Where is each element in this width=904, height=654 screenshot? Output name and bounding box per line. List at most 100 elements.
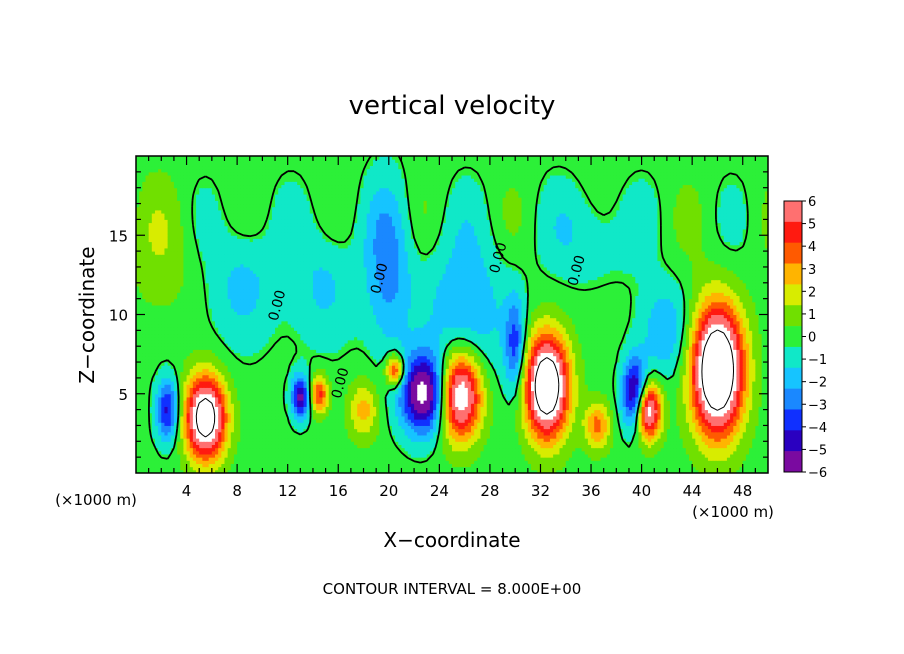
heatmap-cell [357,415,361,420]
heatmap-cell [673,438,677,442]
heatmap-cell [211,460,216,464]
heatmap-cell [572,438,576,442]
heatmap-cell [679,450,684,455]
heatmap-cell [730,460,734,464]
heatmap-cell [167,441,172,445]
heatmap-cell [379,438,383,442]
heatmap-cell [366,450,371,455]
heatmap-cell [205,463,210,468]
heatmap-cell [224,469,229,474]
heatmap-cell [682,396,687,401]
heatmap-cell [199,460,203,464]
heatmap-cell [736,447,741,452]
heatmap-cell [556,415,560,420]
heatmap-cell [730,422,734,426]
heatmap-cell [657,406,662,411]
heatmap-cell [373,412,377,417]
heatmap-cell [423,457,428,461]
heatmap-cell [505,447,510,452]
heatmap-cell [429,425,434,430]
heatmap-cell [736,460,741,464]
heatmap-cell [252,457,257,461]
heatmap-cell [455,469,459,474]
heatmap-cell [164,441,169,445]
heatmap-cell [297,463,301,468]
heatmap-cell [508,447,513,452]
heatmap-cell [682,403,687,407]
heatmap-cell [565,419,570,423]
heatmap-cell [433,466,437,471]
heatmap-cell [347,403,352,407]
heatmap-cell [587,403,592,407]
heatmap-cell [357,438,361,442]
heatmap-cell [761,415,766,420]
heatmap-cell [515,434,519,439]
heatmap-cell [230,441,235,445]
heatmap-cell [752,463,756,468]
heatmap-cell [625,438,630,442]
heatmap-cell [461,400,466,404]
heatmap-cell [559,415,564,420]
heatmap-cell [189,466,194,471]
heatmap-cell [233,425,238,430]
heatmap-cell [587,412,592,417]
heatmap-cell [208,457,213,461]
heatmap-cell [154,419,159,423]
heatmap-cell [448,422,453,426]
heatmap-cell [515,460,519,464]
heatmap-cell [192,400,197,404]
heatmap-cell [521,425,526,430]
heatmap-cell [290,450,295,455]
heatmap-cell [382,447,387,452]
heatmap-cell [505,406,510,411]
heatmap-cell [679,466,684,471]
heatmap-cell [692,453,696,458]
heatmap-cell [736,453,741,458]
heatmap-cell [666,406,671,411]
heatmap-cell [755,412,760,417]
heatmap-cell [622,403,627,407]
heatmap-cell [726,400,731,404]
heatmap-cell [698,406,703,411]
heatmap-cell [376,447,380,452]
heatmap-cell [761,422,766,426]
heatmap-cell [357,400,361,404]
heatmap-cell [259,406,263,411]
heatmap-cell [764,428,769,433]
heatmap-cell [208,460,213,464]
heatmap-cell [657,434,662,439]
heatmap-cell [464,409,469,414]
heatmap-cell [189,431,194,436]
heatmap-cell [445,406,450,411]
heatmap-cell [540,466,545,471]
heatmap-cell [682,431,687,436]
heatmap-cell [610,412,614,417]
heatmap-cell [205,469,210,474]
heatmap-cell [480,428,485,433]
heatmap-cell [347,396,352,401]
heatmap-cell [758,396,763,401]
heatmap-cell [591,409,595,414]
heatmap-cell [423,415,428,420]
heatmap-cell [328,425,333,430]
heatmap-cell [407,396,412,401]
heatmap-cell [486,419,491,423]
heatmap-cell [268,453,273,458]
heatmap-cell [331,400,336,404]
heatmap-cell [723,412,728,417]
heatmap-cell [199,403,203,407]
heatmap-cell [651,422,655,426]
heatmap-cell [527,447,532,452]
heatmap-cell [316,438,320,442]
heatmap-cell [635,466,639,471]
heatmap-cell [249,400,254,404]
heatmap-cell [543,460,548,464]
heatmap-cell [423,463,428,468]
heatmap-cell [758,422,763,426]
heatmap-cell [202,434,207,439]
heatmap-cell [711,412,715,417]
heatmap-cell [689,393,693,398]
heatmap-cell [407,409,412,414]
heatmap-cell [164,403,169,407]
heatmap-cell [249,444,254,449]
